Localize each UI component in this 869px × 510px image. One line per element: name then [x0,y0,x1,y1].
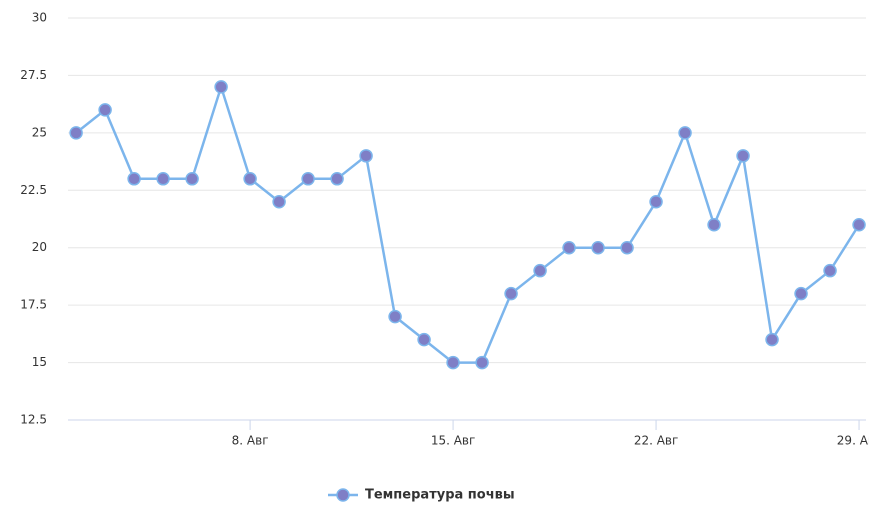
point [272,195,286,209]
point [794,286,808,301]
point [127,172,141,186]
point [156,172,170,186]
point [765,332,779,347]
point [591,240,605,255]
point [475,355,489,370]
point [707,217,721,232]
point [533,263,547,278]
y-tick-label: 12.5 [20,413,47,427]
x-tick-label: 8. Авг [232,434,269,448]
point [388,309,402,324]
point [649,195,663,209]
x-tick-label: 15. Авг [431,434,475,448]
point [243,172,257,186]
point [214,80,228,94]
point [736,149,750,163]
point [852,217,866,232]
y-tick-label: 15 [32,355,47,369]
point [98,103,112,117]
point [562,240,576,255]
x-tick-label: 22. Авг [634,434,678,448]
y-tick-label: 20 [32,240,47,254]
point [69,126,83,140]
legend-label: Температура почвы [365,488,515,503]
legend-marker [336,488,350,502]
point [185,172,199,186]
y-tick-label: 17.5 [20,298,47,312]
point [504,286,518,301]
point [330,172,344,186]
point [620,240,634,255]
point [678,126,692,140]
point [446,355,460,370]
y-tick-label: 27.5 [20,68,47,82]
point [301,172,315,186]
point [417,332,431,347]
y-tick-label: 25 [32,125,47,139]
series-line [75,82,861,364]
y-tick-label: 22.5 [20,183,47,197]
point [359,149,373,163]
y-tick-label: 30 [32,11,47,25]
x-tick-label: 29. Авг [837,434,869,448]
point [823,263,837,278]
